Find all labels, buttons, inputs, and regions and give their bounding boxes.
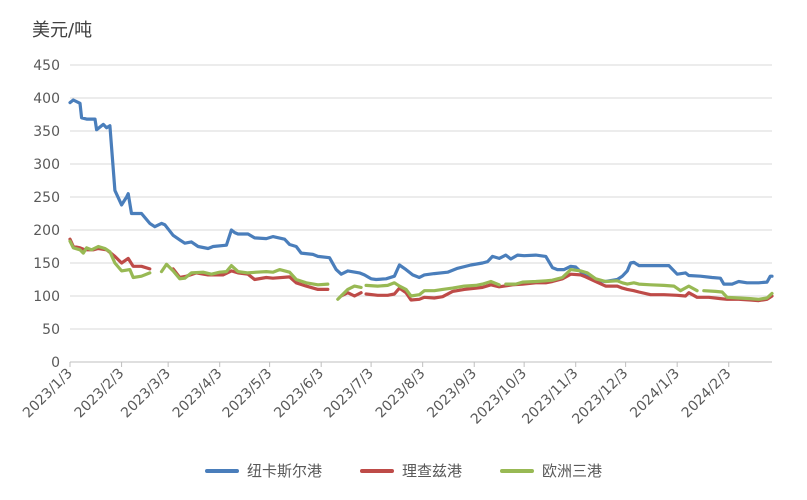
y-tick-label-300: 300 [33, 157, 60, 173]
y-tick-label-250: 250 [33, 190, 60, 206]
x-tick-label-0: 2023/1/3 [20, 366, 76, 422]
legend-label-richards-bay: 理查兹港 [401, 462, 462, 480]
y-tick-label-50: 50 [42, 322, 60, 338]
series-lines [68, 98, 774, 303]
y-axis-unit-label: 美元/吨 [32, 20, 93, 41]
y-axis-ticks: 0 50 100 150 200 250 300 350 400 450 [33, 58, 60, 371]
gridlines [70, 64, 772, 330]
legend-item-richards-bay: 理查兹港 [359, 460, 462, 481]
x-tick-label-2: 2023/3/3 [118, 366, 174, 422]
series-line-2 [68, 239, 774, 301]
x-tick-label-4: 2023/5/3 [220, 366, 276, 422]
x-tick-label-13: 2024/2/3 [679, 366, 735, 422]
legend: 纽卡斯尔港 理查兹港 欧洲三港 [0, 460, 807, 481]
legend-label-ara: 欧洲三港 [542, 462, 603, 480]
x-tick-label-3: 2023/4/3 [170, 366, 226, 422]
y-tick-label-200: 200 [33, 223, 60, 239]
y-tick-label-150: 150 [33, 256, 60, 272]
x-tick-label-7: 2023/8/3 [373, 366, 429, 422]
x-tick-label-1: 2023/2/3 [72, 366, 128, 422]
legend-swatch-ara [500, 468, 534, 473]
y-tick-label-350: 350 [33, 124, 60, 140]
y-tick-label-0: 0 [51, 355, 60, 371]
series-line-0 [68, 98, 774, 286]
x-tick-label-12: 2024/1/3 [627, 366, 683, 422]
y-tick-label-400: 400 [33, 91, 60, 107]
legend-swatch-newcastle [204, 468, 239, 473]
legend-swatch-richards-bay [359, 468, 394, 473]
x-axis: 2023/1/32023/2/32023/3/32023/4/32023/5/3… [20, 361, 772, 428]
y-tick-label-100: 100 [33, 289, 60, 305]
legend-label-newcastle: 纽卡斯尔港 [246, 462, 322, 480]
y-tick-label-450: 450 [33, 58, 60, 74]
legend-item-ara: 欧洲三港 [500, 460, 602, 481]
legend-item-newcastle: 纽卡斯尔港 [204, 460, 322, 481]
x-tick-label-6: 2023/7/3 [321, 366, 377, 422]
x-tick-label-5: 2023/6/3 [271, 366, 327, 422]
